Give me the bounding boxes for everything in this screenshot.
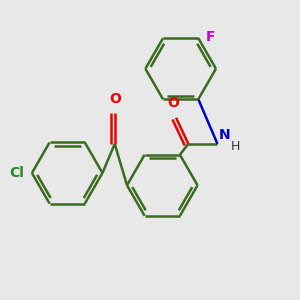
Text: O: O bbox=[167, 96, 179, 110]
Text: Cl: Cl bbox=[9, 166, 24, 180]
Text: O: O bbox=[109, 92, 121, 106]
Text: F: F bbox=[206, 30, 215, 44]
Text: N: N bbox=[219, 128, 231, 142]
Text: H: H bbox=[230, 140, 240, 153]
